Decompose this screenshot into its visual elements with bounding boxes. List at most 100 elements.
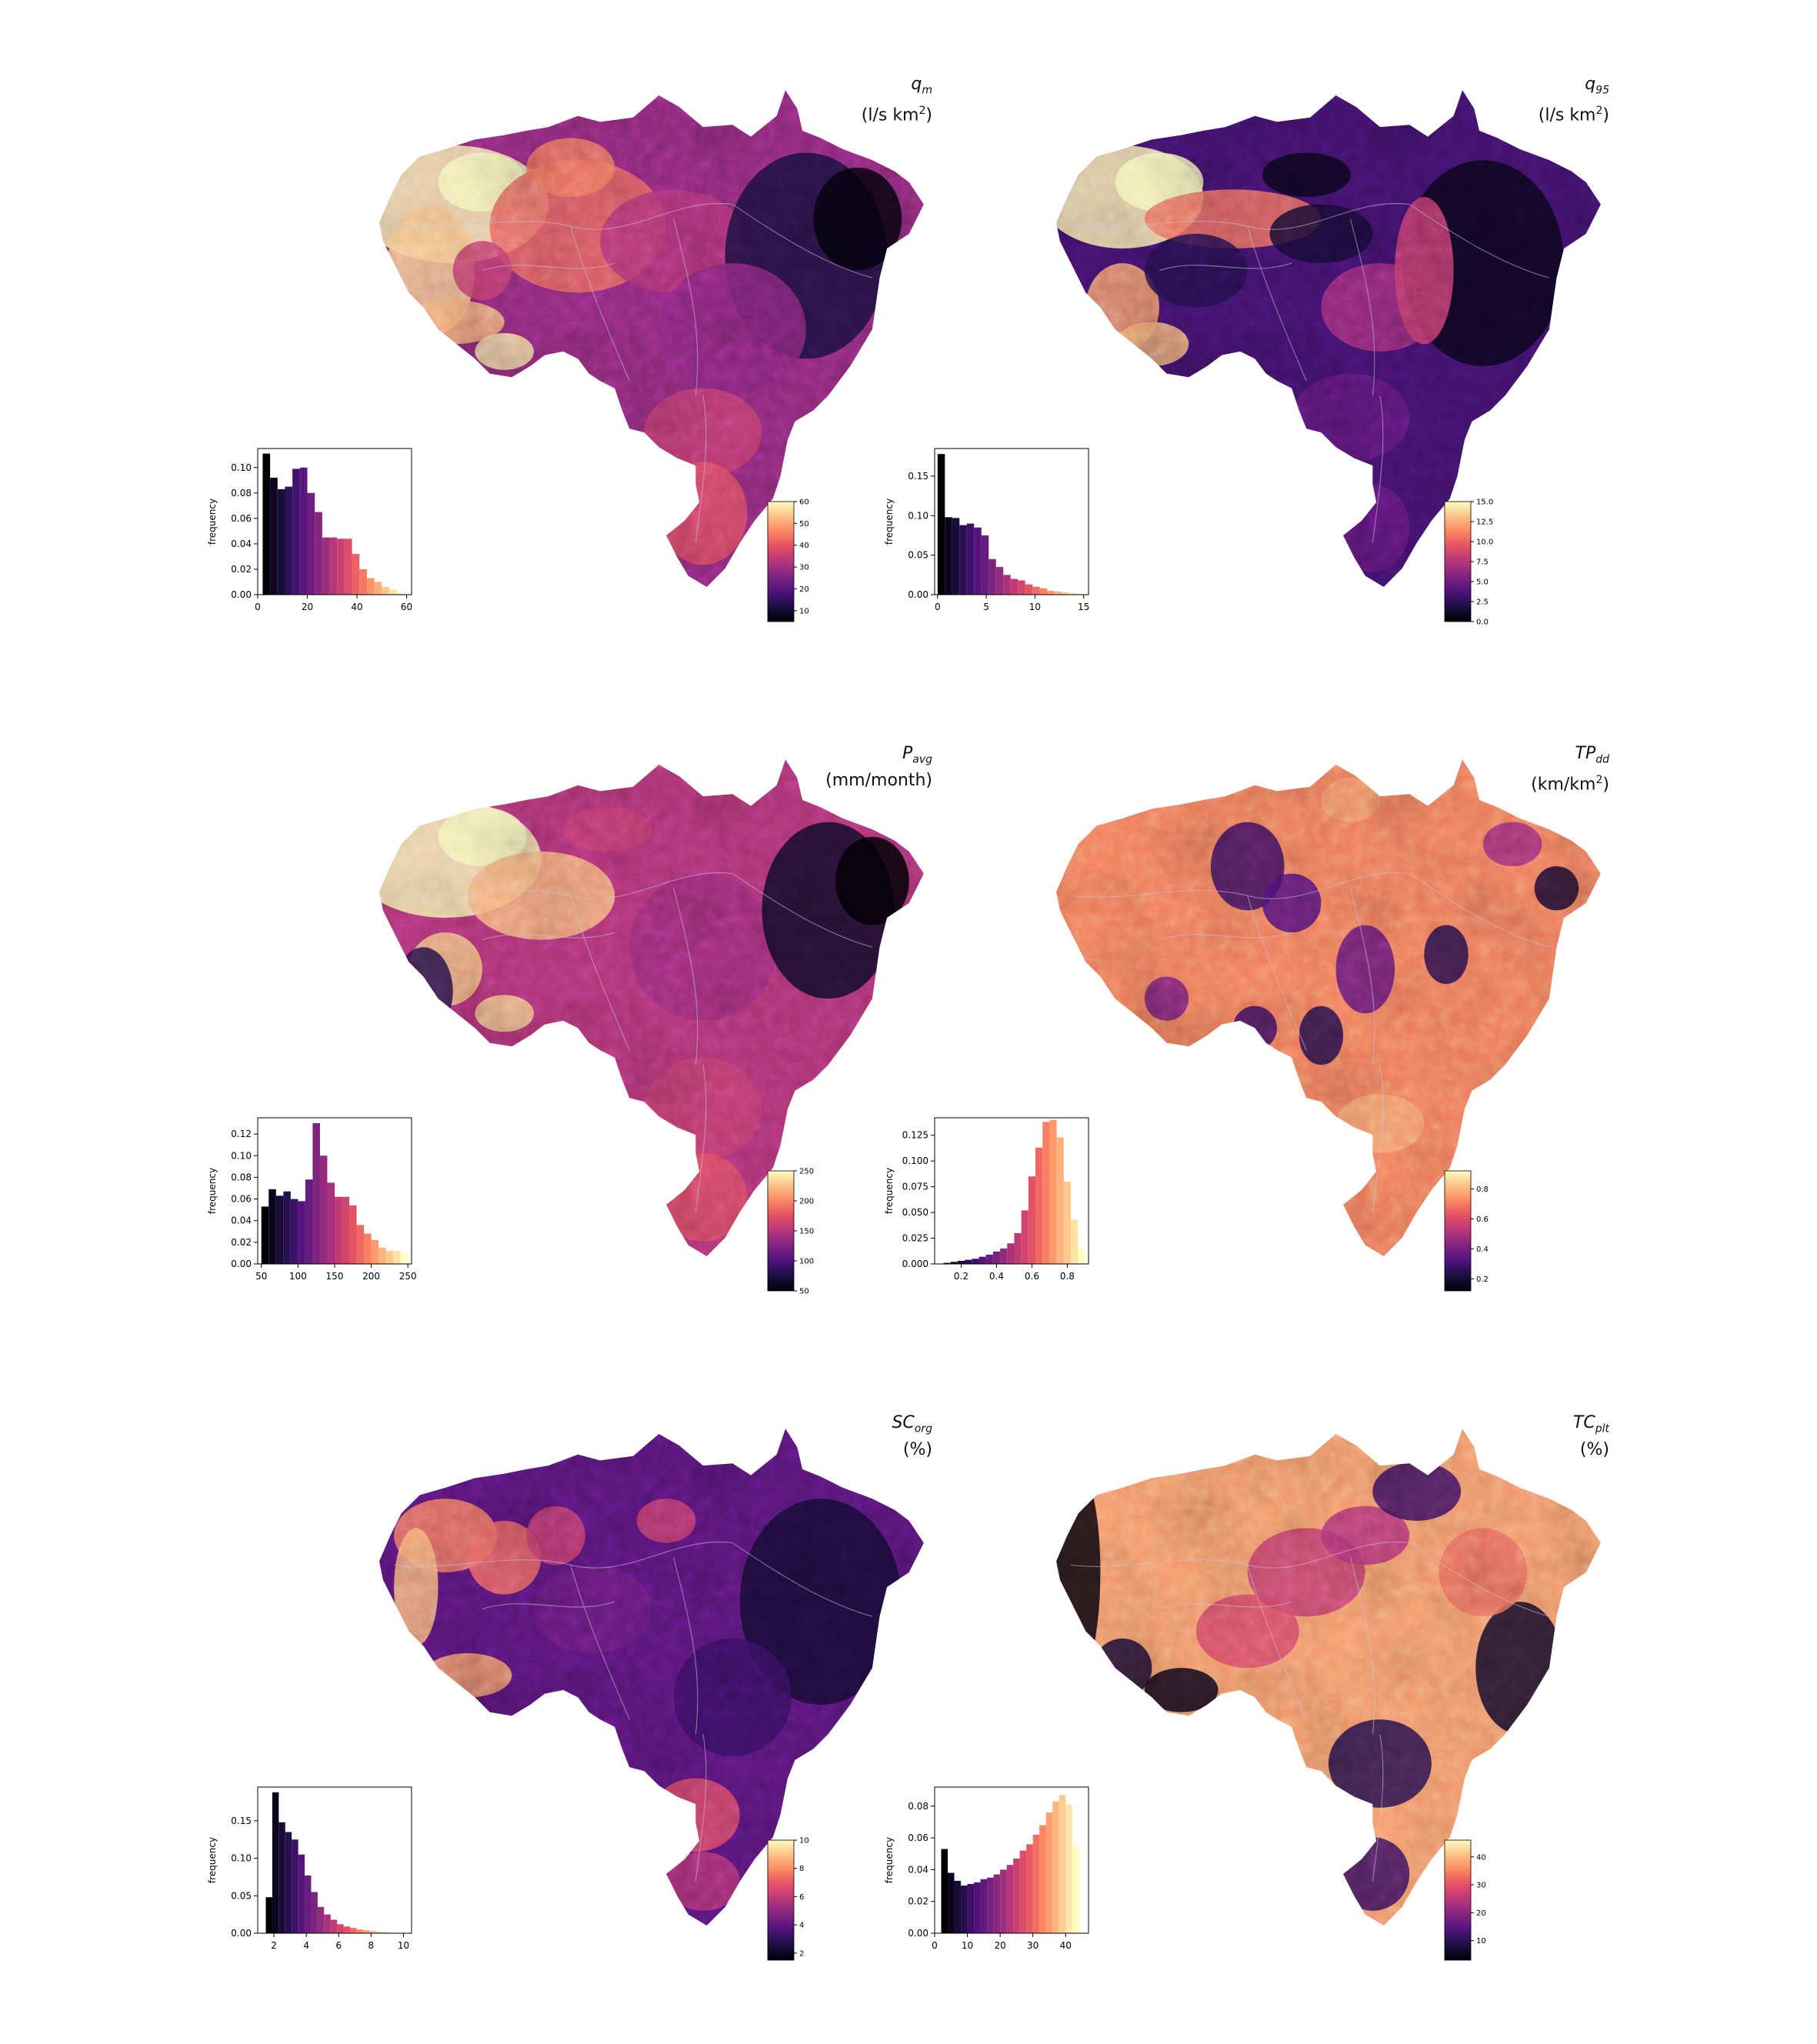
y-tick-label: 0.00: [908, 589, 929, 600]
colorbar-tick-label: 10.0: [1476, 539, 1493, 547]
x-tick-label: 10: [398, 1940, 409, 1951]
colorbar-tick-label: 8: [799, 1865, 804, 1873]
histogram-bar: [337, 539, 345, 595]
x-tick-label: 250: [399, 1271, 417, 1282]
colorbar-tick-label: 0.8: [1476, 1185, 1489, 1194]
histogram-bar: [1006, 1865, 1014, 1933]
colorbar-tick-label: 30: [1476, 1882, 1486, 1890]
colorbar-tick-label: 0.6: [1476, 1215, 1489, 1224]
colorbar-tick-label: 100: [799, 1258, 814, 1266]
histogram-bar: [342, 1196, 350, 1264]
river-line: [1350, 888, 1375, 1065]
histogram-bar: [1054, 591, 1062, 595]
y-tick-label: 0.02: [231, 564, 252, 575]
histogram-bar: [317, 1906, 325, 1933]
colorbar: 250 200 150 100 50: [767, 1168, 814, 1296]
y-tick-label: 0.00: [231, 1928, 252, 1939]
map: [1056, 90, 1601, 587]
histogram-bar: [959, 525, 967, 595]
map: [379, 759, 924, 1256]
x-tick-label: 15: [1078, 602, 1089, 612]
histogram-bar: [272, 1792, 279, 1933]
colorbar-gradient: [768, 1840, 794, 1960]
histogram-bar: [1019, 1850, 1027, 1933]
histogram-bar: [275, 1195, 284, 1264]
histogram-bar: [1052, 1801, 1059, 1933]
histogram-bar: [1025, 584, 1033, 595]
panel-title: qm (l/s km2): [862, 74, 932, 126]
map: [1056, 759, 1601, 1256]
histogram-bar: [1018, 580, 1025, 595]
panel-qm: qm (l/s km2) 0 20 40 60 0.00 0.02 0.04 0.06 0.08 0.…: [207, 74, 939, 659]
histogram-bar: [943, 1262, 951, 1264]
colorbar-tick-label: 15.0: [1476, 498, 1493, 507]
histogram-bar: [362, 1930, 370, 1933]
y-axis-label: frequency: [207, 1168, 218, 1214]
y-tick-label: 0.12: [231, 1129, 252, 1139]
y-tick-label: 0.10: [231, 1853, 252, 1864]
histogram-bar: [352, 554, 360, 595]
histogram-bar: [371, 1240, 379, 1264]
histogram-bar: [277, 488, 285, 595]
colorbar-tick-label: 40: [799, 542, 809, 550]
colorbar-tick-label: 0.4: [1476, 1245, 1489, 1254]
river-line: [1350, 1557, 1375, 1735]
y-tick-label: 0.00: [908, 1928, 929, 1939]
panel-tpdd: TPdd (km/km2) 0.2 0.4 0.6 0.8 0.000 0.025 0.050 0…: [884, 743, 1615, 1328]
y-axis-label: frequency: [884, 1168, 895, 1214]
histogram-bar: [985, 1254, 993, 1264]
y-tick-label: 0.025: [902, 1233, 929, 1244]
histogram-bar: [292, 468, 300, 595]
histogram-bar: [298, 1201, 305, 1264]
histogram-bar: [1045, 1812, 1053, 1933]
x-tick-label: 0: [935, 602, 941, 612]
title-unit: (l/s km2): [1538, 105, 1609, 125]
histogram-bar: [330, 1919, 338, 1933]
histogram-bar: [941, 1849, 949, 1933]
panel-q95: q95 (l/s km2) 0 5 10 15 0.00 0.05 0.10 0.15 freque…: [884, 74, 1615, 659]
histogram-bar: [265, 1897, 272, 1933]
colorbar-tick-label: 0.0: [1476, 619, 1489, 627]
colorbar-gradient: [1445, 502, 1471, 622]
y-tick-label: 0.075: [902, 1182, 929, 1192]
colorbar-tick-label: 10: [799, 607, 809, 615]
title-unit: (%): [1579, 1440, 1609, 1460]
histogram-bar: [343, 1926, 350, 1933]
y-tick-label: 0.06: [231, 513, 252, 524]
histogram-bar: [366, 578, 375, 595]
histogram-bar: [1056, 1137, 1064, 1264]
histogram-bar: [369, 1931, 376, 1933]
x-tick-label: 20: [302, 602, 313, 612]
histogram-bar: [972, 1259, 979, 1264]
histogram-bar: [1059, 1795, 1066, 1933]
colorbar-gradient: [1445, 1840, 1471, 1960]
histogram-bar: [1039, 1825, 1046, 1933]
colorbar: 0.8 0.6 0.4 0.2: [1444, 1170, 1489, 1292]
river-line: [1372, 395, 1384, 543]
river-line: [570, 895, 630, 1051]
river-line: [673, 888, 698, 1065]
y-tick-label: 0.00: [231, 1259, 252, 1269]
river-line: [1159, 932, 1292, 941]
histogram-bar: [344, 539, 352, 595]
histogram-bar: [1028, 1176, 1036, 1264]
histogram-bar: [950, 1262, 958, 1264]
panel-title: TCplt (%): [1573, 1412, 1609, 1460]
title-symbol: q: [911, 75, 922, 94]
title-symbol: q: [1585, 75, 1596, 94]
colorbar-tick-label: 30: [799, 564, 809, 572]
histogram-bar: [400, 1252, 408, 1264]
x-tick-label: 0: [932, 1940, 938, 1951]
map: [1056, 1429, 1601, 1926]
x-tick-label: 0.8: [1060, 1271, 1075, 1282]
y-tick-label: 0.02: [231, 1237, 252, 1248]
histogram-frame: [934, 1117, 1089, 1265]
colorbar-tick-label: 10: [799, 1837, 809, 1846]
river-line: [732, 204, 873, 278]
histogram-bar: [388, 589, 397, 595]
y-tick-label: 0.05: [231, 1890, 252, 1901]
river-line: [570, 226, 630, 382]
x-tick-label: 40: [351, 602, 362, 612]
histogram-bar: [285, 486, 293, 595]
histogram-bar: [327, 1182, 335, 1264]
